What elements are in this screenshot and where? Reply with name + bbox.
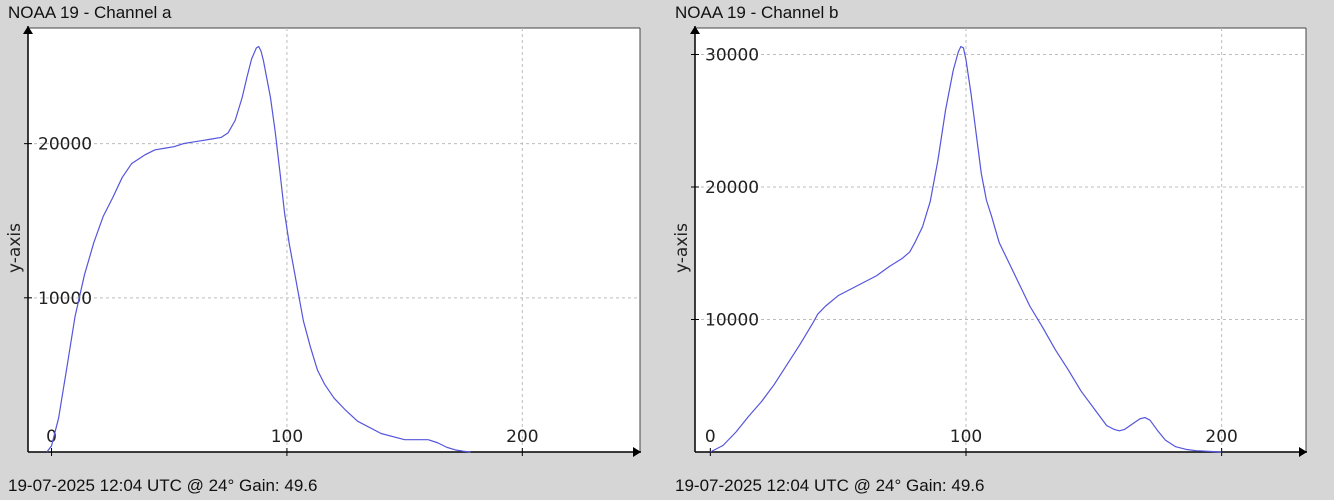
x-tick-label: 100	[950, 427, 982, 447]
y-axis-title: y-axis	[672, 223, 692, 273]
chart-footer-a: 19-07-2025 12:04 UTC @ 24° Gain: 49.6	[8, 476, 318, 495]
chart-footer-b: 19-07-2025 12:04 UTC @ 24° Gain: 49.6	[675, 476, 985, 495]
plot-area	[695, 28, 1306, 452]
chart-title-b: NOAA 19 - Channel b	[675, 3, 839, 22]
y-tick-label: 10000	[705, 311, 759, 331]
line-chart-b: 0 100 200 10000 20000 30000 y-axis	[672, 26, 1307, 457]
y-axis-title: y-axis	[5, 223, 25, 273]
x-tick-label: 100	[271, 427, 303, 447]
x-axis-arrow	[1299, 447, 1307, 457]
series-line-b	[710, 45, 1222, 453]
y-tick-label: 20000	[38, 135, 92, 155]
chart-panel-a: NOAA 19 - Channel a 0 100 200 10000 20000 y-a…	[5, 3, 641, 495]
plot-area	[28, 28, 640, 452]
chart-title-a: NOAA 19 - Channel a	[8, 3, 172, 22]
series-line-a	[46, 45, 471, 453]
y-axis-arrow	[690, 26, 700, 34]
y-axis-arrow	[23, 26, 33, 34]
line-chart-a: 0 100 200 10000 20000 y-axis	[5, 26, 641, 457]
y-tick-label: 30000	[705, 46, 759, 66]
x-tick-label: 0	[705, 427, 716, 447]
x-tick-label: 200	[1205, 427, 1237, 447]
x-tick-label: 200	[506, 427, 538, 447]
chart-panel-b: NOAA 19 - Channel b 0 100 200 10000 20000 300…	[667, 0, 1334, 500]
x-axis-arrow	[633, 447, 641, 457]
y-tick-label: 10000	[38, 289, 92, 309]
y-tick-label: 20000	[705, 178, 759, 198]
x-tick-label: 0	[46, 427, 57, 447]
